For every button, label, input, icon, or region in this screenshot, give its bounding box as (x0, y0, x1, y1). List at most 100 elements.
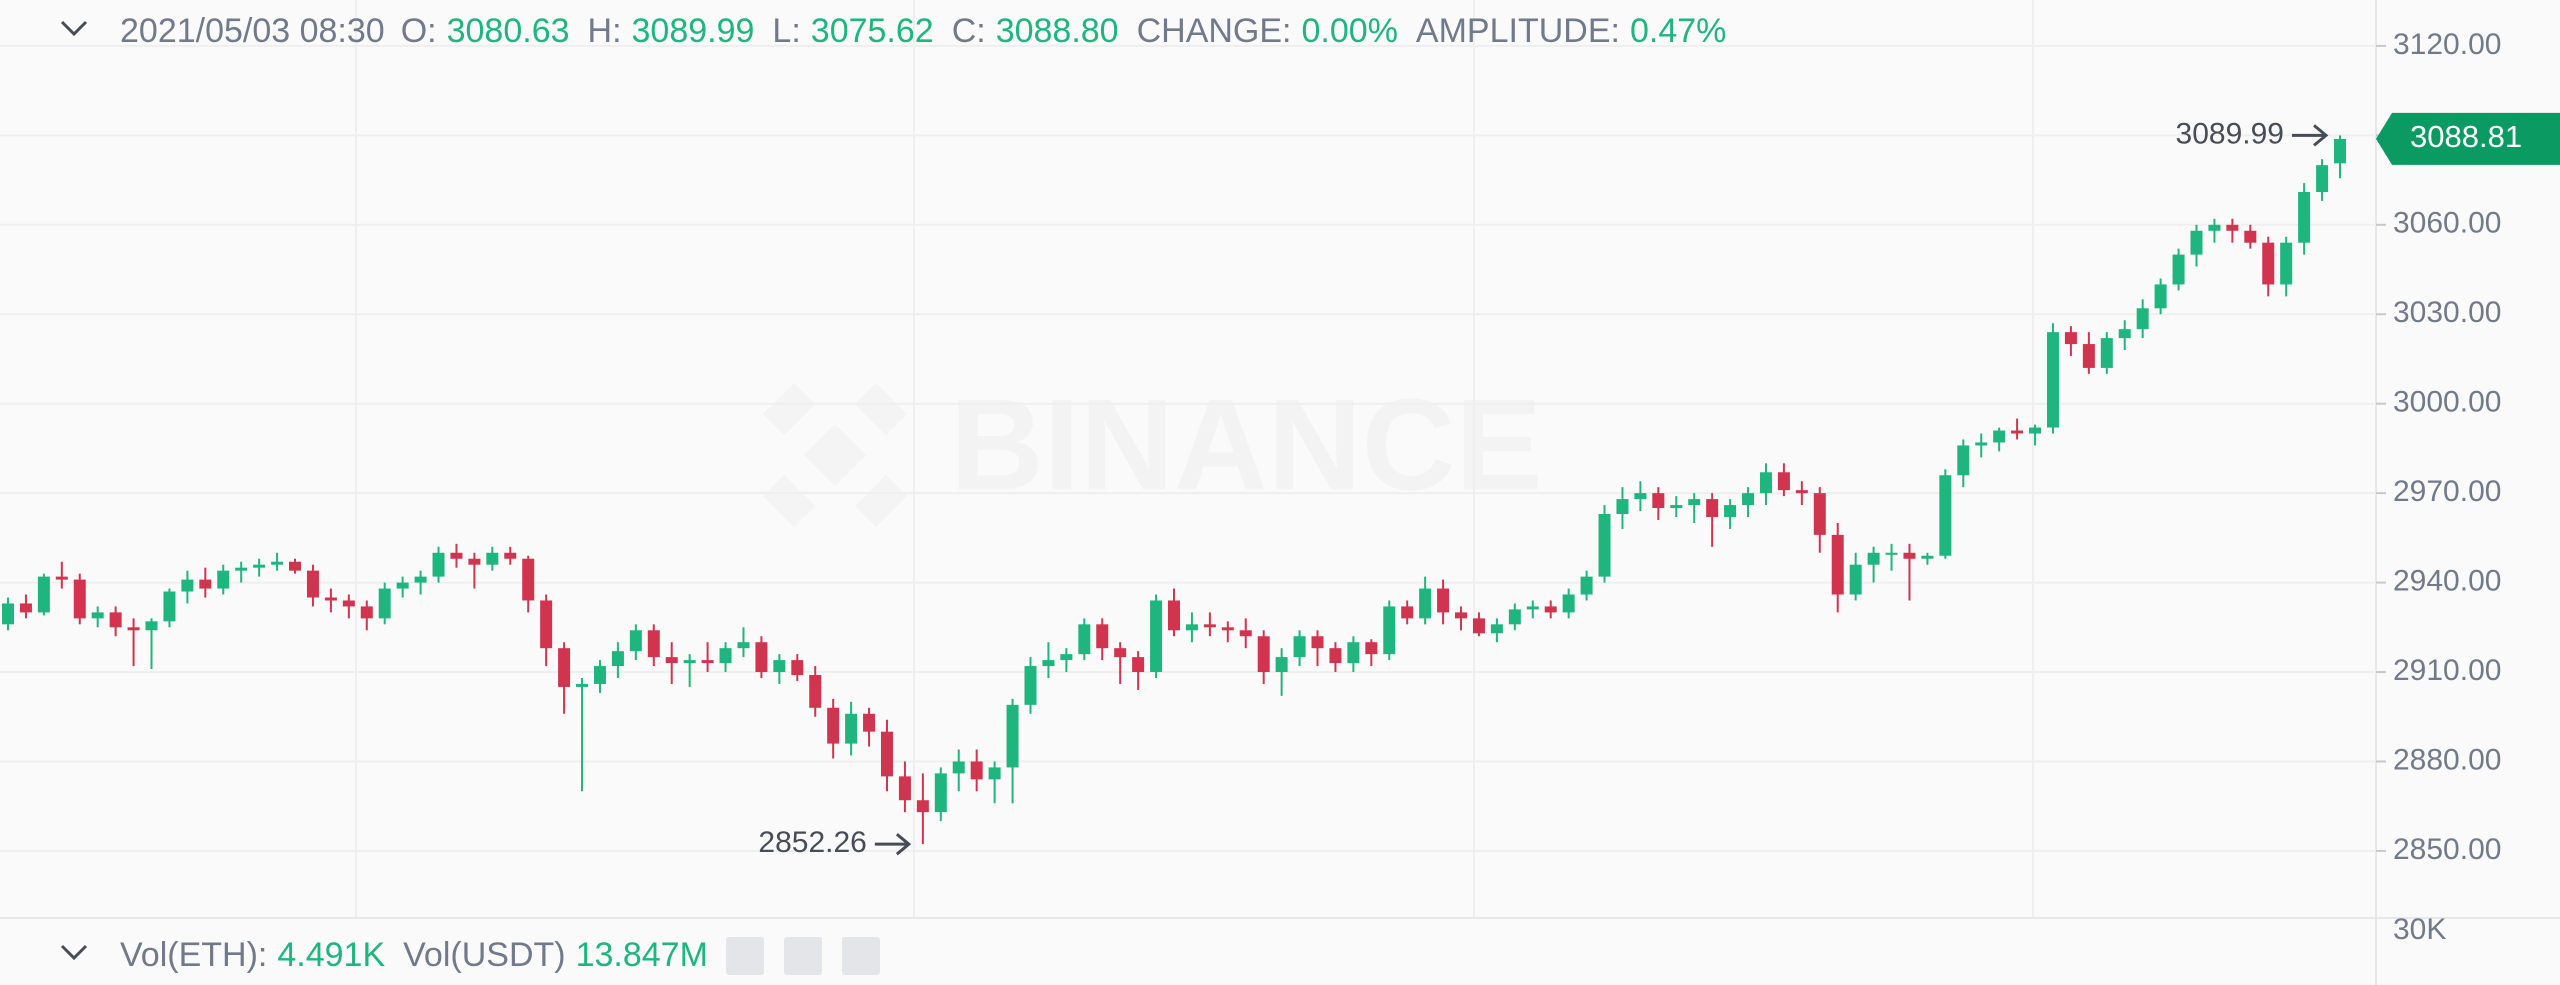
candle-body (73, 579, 86, 619)
candle-body (1168, 600, 1180, 631)
field-value: 3080.63 (446, 12, 570, 50)
candle (127, 618, 140, 667)
candle (163, 588, 176, 628)
close-icon[interactable] (841, 936, 880, 975)
candle (1096, 618, 1109, 661)
candle (1508, 603, 1521, 631)
candle-body (2298, 192, 2311, 243)
y-tick-label: 3030.00 (2393, 296, 2501, 329)
candle (414, 570, 427, 595)
candle-body (1114, 648, 1127, 658)
candle-body (127, 627, 140, 631)
candle (1903, 543, 1916, 601)
candle (1724, 499, 1737, 529)
candle-body (163, 591, 176, 622)
candle-body (1742, 493, 1755, 506)
candle-body (324, 597, 337, 601)
candle-body (1580, 576, 1593, 595)
candle (1634, 481, 1647, 512)
candle (2262, 236, 2275, 297)
candle-body (1096, 624, 1109, 649)
candle-body (2082, 344, 2095, 368)
candle-body (540, 600, 553, 649)
candle-body (486, 552, 499, 565)
candle (1616, 487, 1629, 529)
field-label: AMPLITUDE: (1415, 12, 1620, 50)
candle (2, 597, 14, 631)
candle (2280, 236, 2293, 297)
candle (540, 594, 553, 667)
candle (898, 761, 911, 813)
candle (1024, 657, 1037, 714)
candle (37, 573, 50, 616)
candle-body (1042, 660, 1055, 667)
candle-body (2262, 242, 2275, 285)
candle-body (1293, 636, 1306, 658)
candle (1275, 648, 1288, 696)
y-tick-label: 3000.00 (2393, 386, 2501, 419)
candle-body (1652, 493, 1665, 509)
candle-body (952, 761, 965, 774)
candle (2011, 418, 2024, 440)
candle-body (1544, 606, 1557, 613)
field-value: 3075.62 (810, 12, 934, 50)
collapse-icon[interactable] (60, 20, 88, 37)
candle (2226, 218, 2239, 243)
candle (719, 642, 732, 673)
candle-body (683, 660, 696, 664)
candle (1168, 588, 1180, 637)
candle-body (611, 651, 624, 667)
candle-body (1777, 472, 1790, 491)
candle (611, 642, 624, 678)
candle (1777, 463, 1790, 497)
y-tick-label: 2970.00 (2393, 475, 2501, 508)
candle (1419, 576, 1432, 625)
last-price-label: 3088.81 (2410, 119, 2522, 154)
candle-body (468, 558, 481, 565)
candle-body (1759, 472, 1772, 494)
candle-body (1383, 606, 1396, 655)
candle-body (306, 570, 319, 598)
candle-body (414, 576, 427, 583)
candle-body (2226, 224, 2239, 231)
collapse-icon[interactable] (60, 944, 88, 961)
candle-body (2334, 138, 2346, 164)
candle-body (898, 776, 911, 801)
candle (342, 594, 355, 619)
candle-body (1024, 666, 1037, 705)
candle-body (809, 675, 822, 708)
settings-icon[interactable] (783, 936, 822, 975)
candle (791, 654, 804, 681)
candle (880, 719, 893, 792)
candle-body (1347, 642, 1360, 664)
candle (755, 636, 768, 678)
candle-body (91, 612, 104, 619)
field-value: 0.47% (1629, 12, 1727, 50)
candle (1239, 618, 1252, 649)
candle (2298, 183, 2311, 255)
candle (1490, 618, 1503, 643)
candle-body (1616, 499, 1629, 515)
candle (1688, 493, 1701, 523)
candle-body (1634, 493, 1647, 500)
eye-icon[interactable] (725, 936, 764, 975)
annotation-arrow (874, 833, 912, 856)
candle (2208, 218, 2221, 243)
candle (593, 660, 606, 693)
candle-body (719, 648, 732, 664)
time-grid (355, 0, 2034, 918)
candle-body (504, 552, 517, 559)
candle-body (360, 606, 373, 619)
candle-body (1957, 445, 1970, 476)
candle (199, 567, 212, 598)
candle (253, 558, 266, 577)
candle (73, 573, 86, 625)
field-value: 3089.99 (631, 12, 755, 50)
candle-body (773, 660, 786, 673)
candle-body (1508, 609, 1521, 625)
candle (1706, 493, 1719, 547)
candle-body (1939, 475, 1952, 556)
candle (19, 594, 32, 619)
candle (1759, 463, 1772, 506)
